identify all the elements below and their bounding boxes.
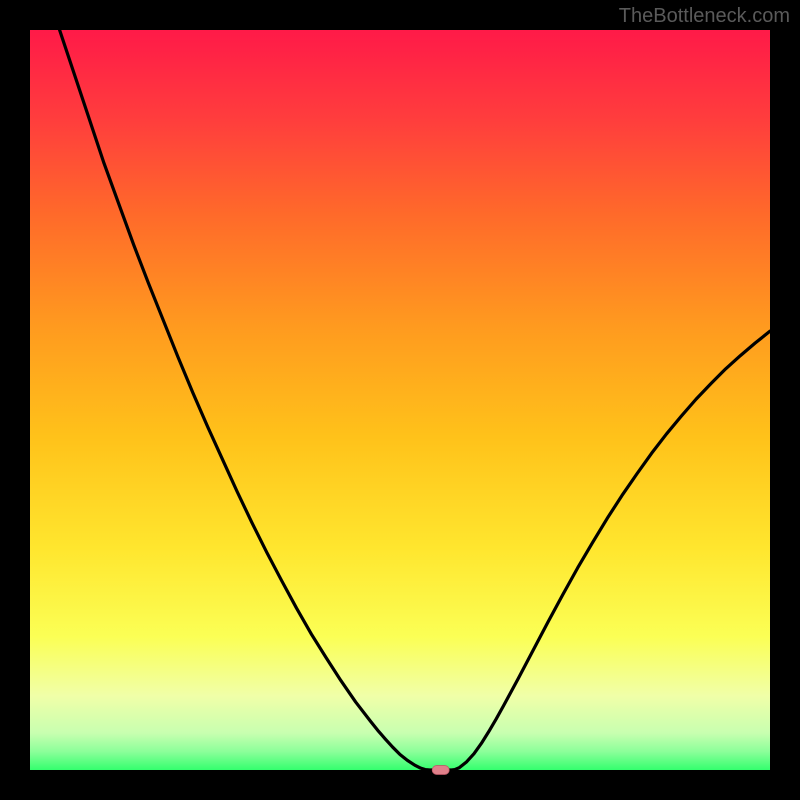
watermark: TheBottleneck.com bbox=[619, 5, 790, 27]
plot-area bbox=[30, 30, 770, 770]
bottleneck-chart: TheBottleneck.com bbox=[0, 0, 800, 800]
optimum-marker bbox=[432, 766, 449, 775]
